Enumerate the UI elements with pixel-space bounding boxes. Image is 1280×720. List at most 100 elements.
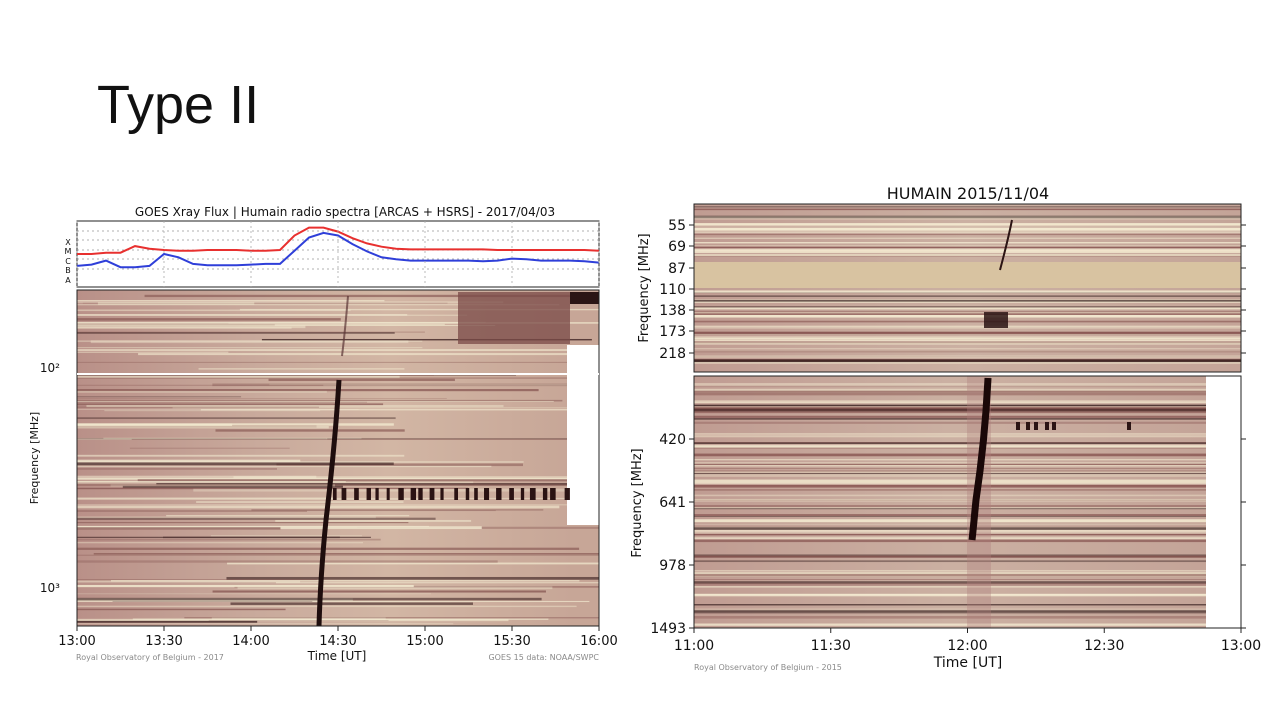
right-bottom-stripe xyxy=(694,533,1206,536)
right-bottom-stripe xyxy=(694,480,1206,483)
right-chart: HUMAIN 2015/11/04 55 69 87 110 138 173 218 Fre… xyxy=(630,184,1261,672)
right-bottom-stripe xyxy=(694,417,1206,419)
left-spectral-stripe xyxy=(77,377,599,379)
left-burst-dot xyxy=(354,488,359,500)
right-bottom-stripe xyxy=(694,471,1206,473)
right-bottom-stripe xyxy=(694,499,1206,502)
right-top-stripe xyxy=(694,339,1241,341)
left-spectral-stripe xyxy=(77,318,341,321)
right-top-stripe xyxy=(694,320,1241,323)
left-spectral-stripe xyxy=(77,374,434,376)
right-bottom-stripe xyxy=(694,582,1206,586)
left-spectral-stripe xyxy=(77,478,599,480)
right-bottom-stripe xyxy=(694,608,1206,612)
left-burst-dot xyxy=(454,488,459,500)
left-burst-dot xyxy=(375,488,379,500)
left-spectral-stripe xyxy=(77,468,277,470)
right-top-stripe xyxy=(694,331,1241,334)
slide-title: Type II xyxy=(97,75,260,135)
right-bottom-stripe xyxy=(694,453,1206,457)
left-spectral-stripe xyxy=(137,479,599,482)
type-ii-burst-drift xyxy=(316,379,342,627)
left-burst-dot xyxy=(520,488,525,500)
left-burst-dot xyxy=(550,488,556,500)
right-top-stripe xyxy=(694,361,1241,364)
right-top-stripe xyxy=(694,336,1241,339)
left-spectral-stripe xyxy=(77,406,319,408)
left-spectral-stripe xyxy=(77,497,336,499)
right-bottom-stripe xyxy=(694,526,1206,528)
left-spectral-stripe xyxy=(77,340,423,343)
left-spectral-stripe xyxy=(77,542,364,544)
left-burst-dot xyxy=(410,488,417,500)
left-spectral-stripe xyxy=(77,483,599,487)
right-bottom-stripe xyxy=(694,445,1206,448)
left-spectral-stripe xyxy=(77,593,431,595)
left-spectral-stripe xyxy=(77,510,496,512)
left-spectral-stripe xyxy=(77,425,329,429)
right-bottom-stripe xyxy=(694,415,1206,418)
right-bottom-stripe xyxy=(694,446,1206,449)
right-top-tick-label: 173 xyxy=(659,324,686,340)
right-bottom-stripe xyxy=(694,464,1206,467)
left-spectral-stripe xyxy=(200,409,600,411)
left-spectral-stripe xyxy=(77,580,301,583)
right-bottom-stripe xyxy=(694,388,1206,392)
left-spectral-stripe xyxy=(77,423,233,427)
right-y-ticks-bottom: 420 641 978 1493 xyxy=(650,432,1246,637)
right-top-tick-label: 110 xyxy=(659,282,686,298)
right-bottom-stripe xyxy=(694,555,1206,558)
left-spectral-stripe xyxy=(103,437,362,440)
right-top-stripe xyxy=(694,228,1241,230)
goes-class-label: A xyxy=(65,276,71,285)
right-bottom-stripe xyxy=(694,554,1206,557)
left-spectral-stripe xyxy=(104,410,321,412)
right-top-stripe xyxy=(694,300,1241,303)
right-bottom-stripe xyxy=(694,504,1206,508)
left-spectral-stripe xyxy=(212,590,546,593)
left-spectral-stripe xyxy=(193,488,599,492)
goes-flux-line xyxy=(76,231,600,269)
right-bottom-stripe xyxy=(694,519,1206,523)
left-spectral-stripe xyxy=(77,309,351,312)
left-spectral-stripe xyxy=(138,353,599,356)
left-spectral-stripe xyxy=(77,384,324,386)
left-x-tick-label: 13:00 xyxy=(58,634,95,649)
right-bottom-panel-background xyxy=(694,376,1206,628)
left-spectral-stripe xyxy=(77,510,308,512)
left-burst-dot xyxy=(398,488,404,500)
left-spectral-stripe xyxy=(77,322,599,324)
right-top-stripe xyxy=(694,218,1241,220)
left-spectral-stripe xyxy=(93,553,599,555)
right-y-axis-label-top: Frequency [MHz] xyxy=(637,233,652,342)
left-spectral-stripe xyxy=(97,302,255,305)
left-spectral-stripe xyxy=(261,338,592,341)
right-burst-dot xyxy=(1016,422,1020,430)
left-spectral-stripe xyxy=(233,476,585,479)
left-spectral-stripe xyxy=(196,501,404,503)
right-bottom-stripe xyxy=(694,536,1206,540)
left-spectral-stripe xyxy=(162,536,340,539)
left-burst-dot xyxy=(341,488,347,500)
right-bottom-stripe xyxy=(694,421,1206,424)
right-top-stripe xyxy=(694,312,1241,314)
right-top-stripe xyxy=(694,206,1241,208)
goes-class-label: M xyxy=(65,247,72,256)
right-bottom-stripe xyxy=(694,593,1206,596)
right-top-stripe xyxy=(694,325,1241,327)
left-spectral-stripe xyxy=(77,516,376,519)
left-spectral-stripe xyxy=(77,505,560,509)
left-burst-dot xyxy=(542,488,548,500)
left-spectral-stripe xyxy=(111,579,580,582)
right-bottom-stripe xyxy=(694,531,1206,534)
right-top-stripe xyxy=(694,229,1241,232)
left-burst-dot xyxy=(564,488,570,500)
left-spectral-stripe xyxy=(77,409,359,410)
right-bottom-stripe xyxy=(694,523,1206,525)
left-spectral-stripe xyxy=(237,586,553,590)
left-spectral-stripe xyxy=(77,620,258,623)
left-spectral-stripe xyxy=(77,331,425,333)
left-spectral-stripe xyxy=(77,538,381,541)
left-spectral-stripe xyxy=(77,325,306,329)
left-burst-dots xyxy=(332,488,570,500)
